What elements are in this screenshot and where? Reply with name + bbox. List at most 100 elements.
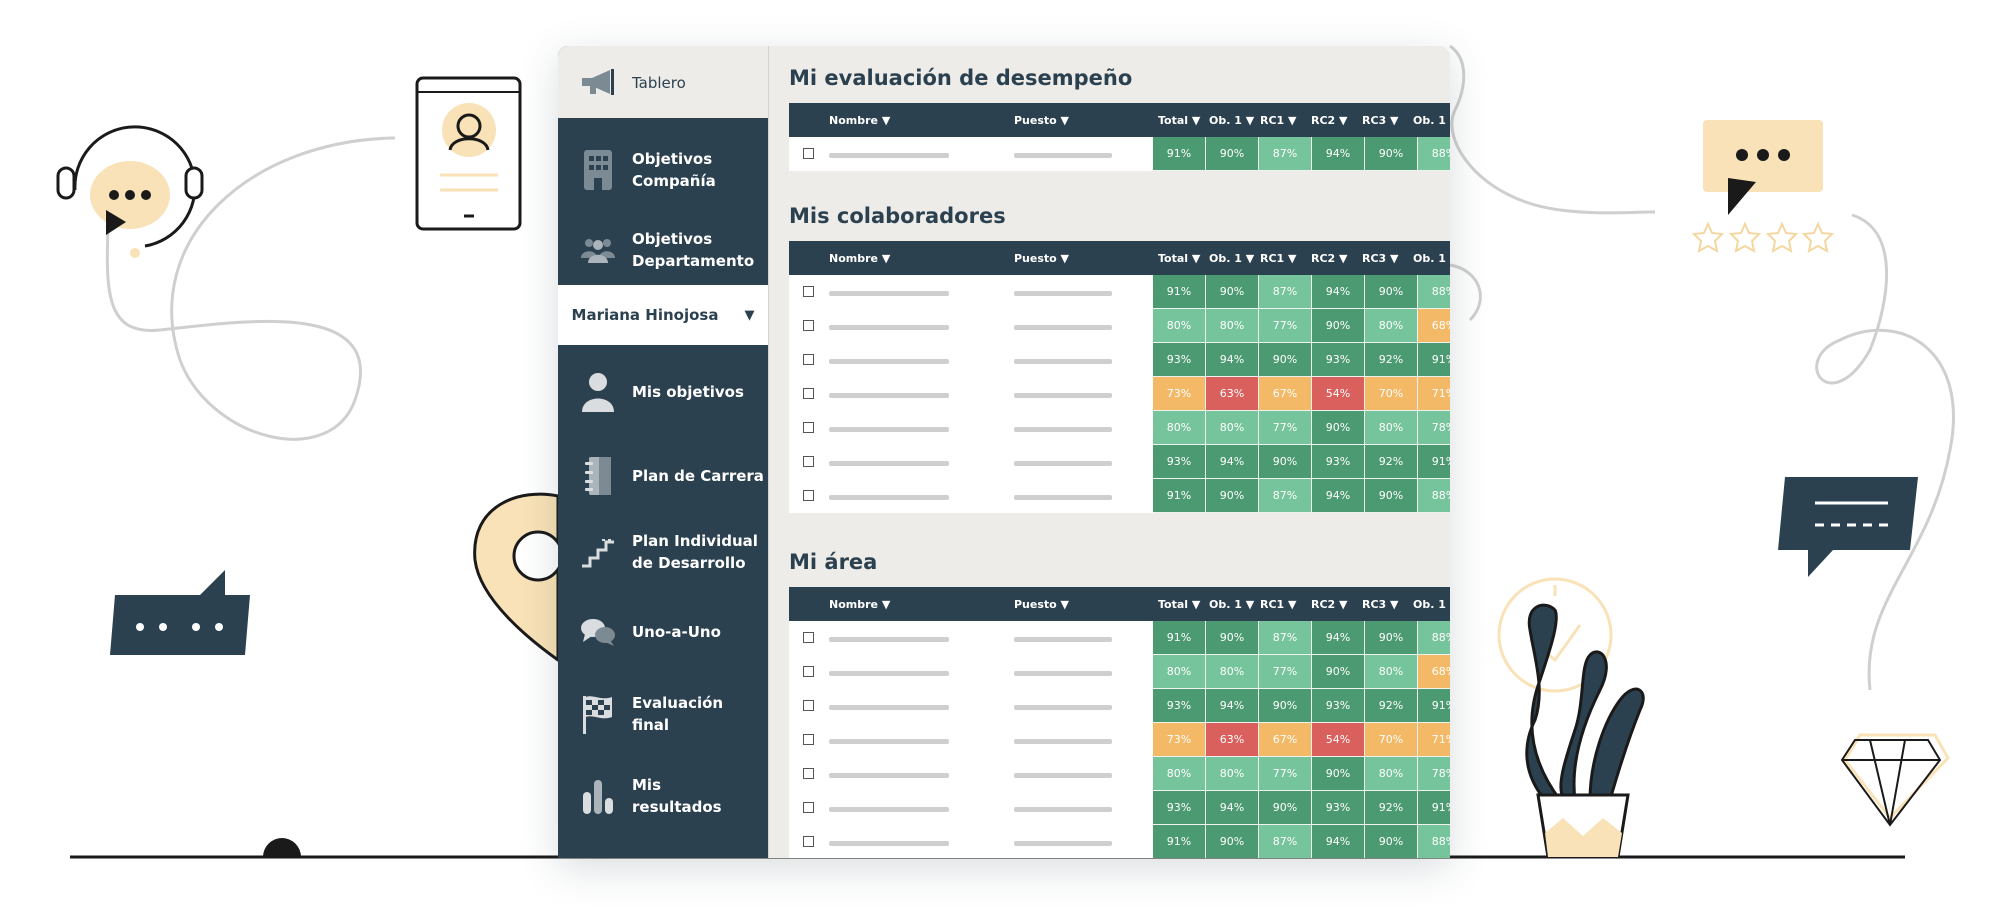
sidebar-item-plan-de-carrera[interactable]: Plan de Carrera <box>558 440 768 512</box>
column-header[interactable]: Ob. 1 <box>1413 598 1446 611</box>
score-cell: 80% <box>1206 655 1259 689</box>
score-cell: 87% <box>1259 825 1312 858</box>
score-cell: 80% <box>1206 309 1259 343</box>
sidebar-item-objetivos-compania[interactable]: Objetivos Compañía <box>558 134 768 206</box>
position-placeholder <box>1014 739 1112 744</box>
position-placeholder <box>1014 359 1112 364</box>
row-checkbox[interactable] <box>803 734 814 745</box>
sidebar-item-mis-resultados[interactable]: Mis resultados <box>558 760 768 832</box>
row-checkbox[interactable] <box>803 836 814 847</box>
score-cell: 93% <box>1312 343 1365 377</box>
column-header[interactable]: Ob. 1 <box>1413 252 1446 265</box>
cactus-plant-icon <box>1497 577 1645 859</box>
notebook-icon <box>578 456 618 496</box>
score-cell: 93% <box>1312 445 1365 479</box>
score-cell: 91% <box>1153 479 1206 513</box>
sidebar-item-uno-a-uno[interactable]: Uno-a-Uno <box>558 596 768 668</box>
name-placeholder <box>829 495 949 500</box>
user-selector-dropdown[interactable]: Mariana Hinojosa ▼ <box>558 285 768 345</box>
score-cell: 80% <box>1153 309 1206 343</box>
row-checkbox[interactable] <box>803 456 814 467</box>
score-cell: 70% <box>1365 377 1418 411</box>
column-header[interactable]: Total ▼ <box>1158 252 1201 265</box>
column-header[interactable]: Puesto ▼ <box>1014 598 1070 611</box>
column-header[interactable]: Total ▼ <box>1158 598 1201 611</box>
sidebar-item-label: Mis objetivos <box>632 382 744 401</box>
sidebar-item-evaluacion-final[interactable]: Evaluación final <box>558 678 768 750</box>
main-content: Mi evaluación de desempeño Nombre ▼ Puest… <box>768 46 1450 858</box>
row-checkbox[interactable] <box>803 490 814 501</box>
score-cell: 88% <box>1418 621 1450 655</box>
score-cell: 67% <box>1259 377 1312 411</box>
position-placeholder <box>1014 325 1112 330</box>
position-placeholder <box>1014 495 1112 500</box>
column-header[interactable]: Ob. 1 ▼ <box>1209 598 1255 611</box>
table-row: 93%94%90%93%92%91% <box>789 689 1450 723</box>
column-header[interactable]: RC3 ▼ <box>1362 114 1399 127</box>
row-checkbox[interactable] <box>803 632 814 643</box>
column-header[interactable]: RC1 ▼ <box>1260 598 1297 611</box>
score-cell: 93% <box>1153 689 1206 723</box>
row-checkbox[interactable] <box>803 148 814 159</box>
score-cell: 91% <box>1153 621 1206 655</box>
column-header[interactable]: Ob. 1 ▼ <box>1209 114 1255 127</box>
score-cell: 77% <box>1259 757 1312 791</box>
row-checkbox[interactable] <box>803 768 814 779</box>
table-row: 80%80%77%90%80%68% <box>789 655 1450 689</box>
column-header[interactable]: Puesto ▼ <box>1014 252 1070 265</box>
score-cell: 77% <box>1259 655 1312 689</box>
score-cell: 78% <box>1418 411 1450 445</box>
column-header[interactable]: RC2 ▼ <box>1311 252 1348 265</box>
sidebar-item-plan-individual[interactable]: Plan Individual de Desarrollo <box>558 516 768 588</box>
table-row: 80%80%77%90%80%78% <box>789 757 1450 791</box>
score-cell: 90% <box>1312 309 1365 343</box>
column-header[interactable]: Ob. 1 ▼ <box>1209 252 1255 265</box>
score-cell: 94% <box>1312 479 1365 513</box>
row-checkbox[interactable] <box>803 802 814 813</box>
sidebar-item-mis-objetivos[interactable]: Mis objetivos <box>558 356 768 428</box>
sidebar-item-tablero[interactable]: Tablero <box>558 56 768 110</box>
row-checkbox[interactable] <box>803 286 814 297</box>
name-placeholder <box>829 291 949 296</box>
bar-chart-icon <box>578 776 618 816</box>
column-header[interactable]: RC2 ▼ <box>1311 114 1348 127</box>
row-checkbox[interactable] <box>803 700 814 711</box>
column-header[interactable]: RC3 ▼ <box>1362 598 1399 611</box>
column-header[interactable]: RC1 ▼ <box>1260 114 1297 127</box>
row-checkbox[interactable] <box>803 320 814 331</box>
score-cell: 63% <box>1206 377 1259 411</box>
column-header[interactable]: Nombre ▼ <box>829 114 891 127</box>
position-placeholder <box>1014 807 1112 812</box>
score-cell: 94% <box>1206 689 1259 723</box>
name-placeholder <box>829 393 949 398</box>
column-header[interactable]: Puesto ▼ <box>1014 114 1070 127</box>
column-header[interactable]: Nombre ▼ <box>829 598 891 611</box>
position-placeholder <box>1014 637 1112 642</box>
column-header[interactable]: RC3 ▼ <box>1362 252 1399 265</box>
column-header[interactable]: Ob. 1 <box>1413 114 1446 127</box>
row-checkbox[interactable] <box>803 666 814 677</box>
table-row: 93%94%90%93%92%91% <box>789 791 1450 825</box>
chat-bubble-icon <box>110 570 250 655</box>
score-cell: 87% <box>1259 479 1312 513</box>
row-checkbox[interactable] <box>803 354 814 365</box>
column-header[interactable]: RC1 ▼ <box>1260 252 1297 265</box>
decor-line <box>1815 213 1955 691</box>
column-header[interactable]: Nombre ▼ <box>829 252 891 265</box>
row-checkbox[interactable] <box>803 388 814 399</box>
sidebar-item-label: Objetivos Departamento <box>632 229 755 271</box>
section-title: Mi evaluación de desempeño <box>789 66 1133 90</box>
row-checkbox[interactable] <box>803 422 814 433</box>
score-cell: 93% <box>1312 791 1365 825</box>
score-cell: 88% <box>1418 275 1450 309</box>
column-header[interactable]: Total ▼ <box>1158 114 1201 127</box>
sidebar-item-objetivos-departamento[interactable]: Objetivos Departamento <box>558 214 768 286</box>
chat-rating-icon <box>1691 120 1835 253</box>
score-cell: 90% <box>1365 825 1418 858</box>
score-cell: 92% <box>1365 343 1418 377</box>
column-header[interactable]: RC2 ▼ <box>1311 598 1348 611</box>
score-cell: 88% <box>1418 825 1450 858</box>
chat-bubbles-icon <box>578 612 618 652</box>
tablet-profile-icon <box>415 76 522 231</box>
score-cell: 54% <box>1312 377 1365 411</box>
